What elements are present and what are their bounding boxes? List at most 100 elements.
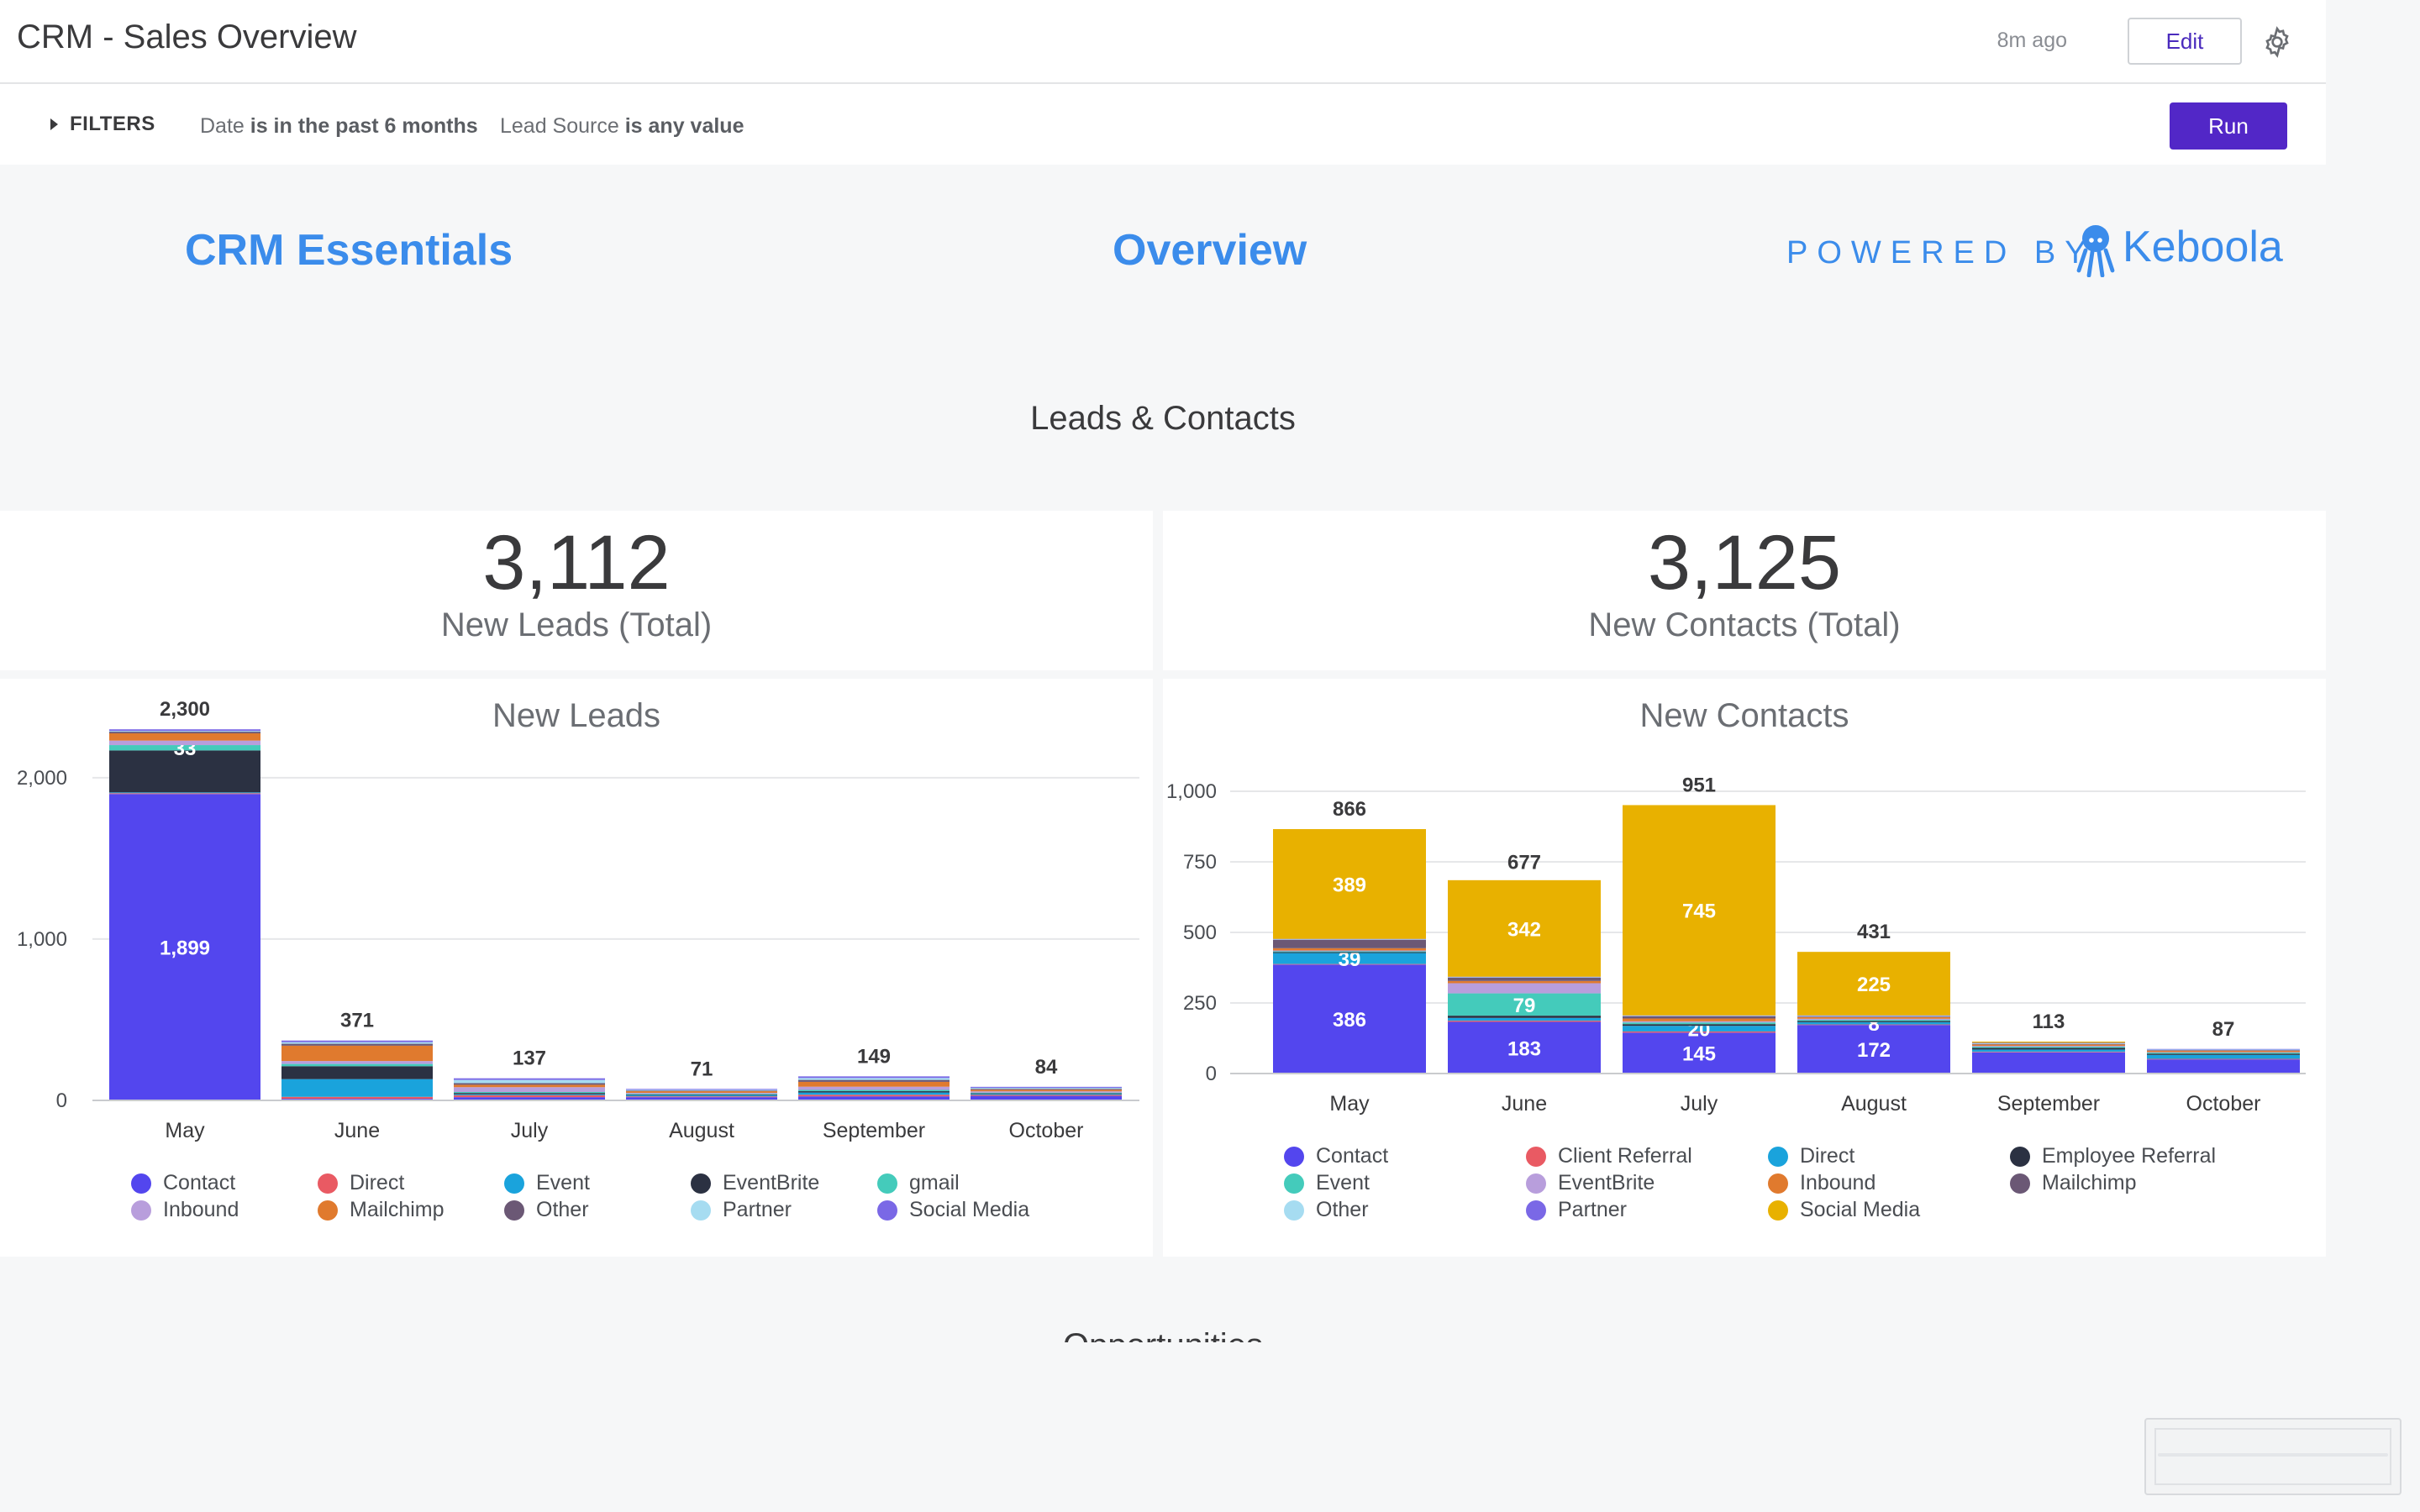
bar-segment-social-media (454, 1078, 605, 1080)
legend-item-inbound[interactable]: Inbound (1768, 1171, 1876, 1195)
legend-item-eventbrite[interactable]: EventBrite (691, 1171, 819, 1195)
legend-item-employee-referral[interactable]: Employee Referral (2010, 1144, 2216, 1168)
kpi-label: New Leads (Total) (440, 606, 713, 643)
total-label: 71 (691, 1058, 713, 1080)
legend-item-client-referral[interactable]: Client Referral (1526, 1144, 1692, 1168)
bar-segment-social-media (1273, 829, 1426, 939)
legend-dot (1526, 1200, 1546, 1221)
legend-item-partner[interactable]: Partner (691, 1198, 792, 1222)
bar-segment-other (281, 1043, 433, 1046)
bar-segment-mailchimp (2147, 1050, 2300, 1051)
bar-segment-eventbrite (1623, 1021, 1776, 1023)
kpi-card-new-contacts: 3,125 New Contacts (Total) (1163, 511, 2326, 670)
bar-segment-employee-referral (1448, 1016, 1601, 1018)
bar-segment-mailchimp (1797, 1016, 1950, 1017)
x-tick-label: May (165, 1119, 205, 1142)
legend-item-gmail[interactable]: gmail (877, 1171, 960, 1195)
legend-item-contact[interactable]: Contact (131, 1171, 235, 1195)
bar-segment-event (109, 792, 260, 794)
legend-item-other[interactable]: Other (1284, 1198, 1369, 1222)
legend-dot (1284, 1146, 1304, 1167)
minimap-widget[interactable] (2144, 1418, 2402, 1495)
bar-segment-gmail (626, 1094, 777, 1095)
legend-dot (131, 1200, 151, 1221)
filters-toggle[interactable]: FILTERS (50, 113, 155, 136)
legend-item-mailchimp[interactable]: Mailchimp (318, 1198, 445, 1222)
bar-segment-contact (109, 794, 260, 1100)
chart-title: New Leads (492, 697, 661, 734)
legend-item-eventbrite[interactable]: EventBrite (1526, 1171, 1655, 1195)
bar-segment-other (454, 1083, 605, 1085)
filter-field: Date (200, 114, 245, 138)
bar-segment-event (798, 1092, 950, 1095)
minimap-line (2158, 1453, 2388, 1457)
bar-segment-other (2147, 1049, 2300, 1051)
legend-item-social-media[interactable]: Social Media (877, 1198, 1029, 1222)
bar-segment-event (1623, 1022, 1776, 1025)
legend-dot (131, 1173, 151, 1194)
bar-segment-client-referral (1797, 1024, 1950, 1026)
powered-by-text: POWERED BY (1786, 235, 2096, 270)
caret-right-icon (50, 118, 58, 130)
legend-item-event[interactable]: Event (1284, 1171, 1370, 1195)
legend-item-direct[interactable]: Direct (1768, 1144, 1854, 1168)
legend-label: Mailchimp (350, 1198, 445, 1221)
bar-segment-gmail (281, 1063, 433, 1067)
filter-lead-source[interactable]: Lead Source is any value (500, 114, 744, 139)
legend-label: Contact (1316, 1144, 1389, 1168)
bar-segment-eventbrite (971, 1093, 1122, 1095)
bar-segment-partner (798, 1078, 950, 1080)
bar-segment-gmail (454, 1092, 605, 1094)
legend-label: Other (536, 1198, 589, 1221)
chart-card-new-leads: New Leads 0 1,000 2,000 1,899 33 2,300 May 371 J… (0, 679, 1153, 1257)
x-tick-label: June (1502, 1092, 1547, 1116)
legend-item-other[interactable]: Other (504, 1198, 589, 1222)
legend-item-partner[interactable]: Partner (1526, 1198, 1627, 1222)
bar-segment-partner (109, 731, 260, 732)
bar-segment-inbound (2147, 1050, 2300, 1053)
keboola-brand-text: Keboola (2123, 223, 2283, 271)
run-button[interactable]: Run (2170, 102, 2287, 150)
bar-segment-social-media (109, 729, 260, 732)
legend-dot (1284, 1200, 1304, 1221)
legend-item-inbound[interactable]: Inbound (131, 1198, 239, 1222)
legend-item-contact[interactable]: Contact (1284, 1144, 1388, 1168)
dashboard-title: CRM - Sales Overview (17, 18, 357, 55)
legend-label: Direct (1800, 1144, 1855, 1168)
legend-item-social-media[interactable]: Social Media (1768, 1198, 1920, 1222)
legend-dot (2010, 1146, 2030, 1167)
data-label: 389 (1333, 874, 1366, 896)
banner-overview: Overview (1113, 226, 1307, 275)
bar-segment-mailchimp (109, 733, 260, 741)
bar-segment-eventbrite (1448, 983, 1601, 994)
filter-date[interactable]: Date is in the past 6 months (200, 114, 478, 139)
edit-button[interactable]: Edit (2128, 18, 2242, 65)
bar-segment-contact (454, 1097, 605, 1100)
total-label: 113 (2033, 1011, 2065, 1033)
leads-chart-svg: 01,0002,0001,899332,300May371June137July… (17, 698, 1139, 1142)
legend-label: Inbound (1800, 1171, 1876, 1194)
banner-crm-essentials: CRM Essentials (185, 226, 513, 275)
legend-item-event[interactable]: Event (504, 1171, 590, 1195)
legend-dot (1284, 1173, 1304, 1194)
bar-segment-social-media (798, 1076, 950, 1079)
bar-segment-inbound (1972, 1044, 2125, 1047)
bar-segment-direct (454, 1095, 605, 1098)
legend-label: Inbound (163, 1198, 239, 1221)
legend-label: Partner (723, 1198, 792, 1221)
bar-segment-inbound (281, 1061, 433, 1064)
bar-segment-contact (1273, 964, 1426, 1074)
bar-segment-contact (626, 1097, 777, 1100)
legend-item-mailchimp[interactable]: Mailchimp (2010, 1171, 2137, 1195)
bar-segment-inbound (109, 740, 260, 746)
legend-dot (504, 1200, 524, 1221)
x-tick-label: August (1841, 1092, 1907, 1116)
bar-segment-other (1972, 1043, 2125, 1044)
legend-item-direct[interactable]: Direct (318, 1171, 404, 1195)
legend-label: gmail (909, 1171, 960, 1194)
gear-icon[interactable] (2260, 25, 2294, 59)
x-tick-label: September (1997, 1092, 2100, 1116)
bar-segment-mailchimp (798, 1081, 950, 1087)
x-tick-label: June (334, 1119, 380, 1142)
legend-dot (1526, 1146, 1546, 1167)
